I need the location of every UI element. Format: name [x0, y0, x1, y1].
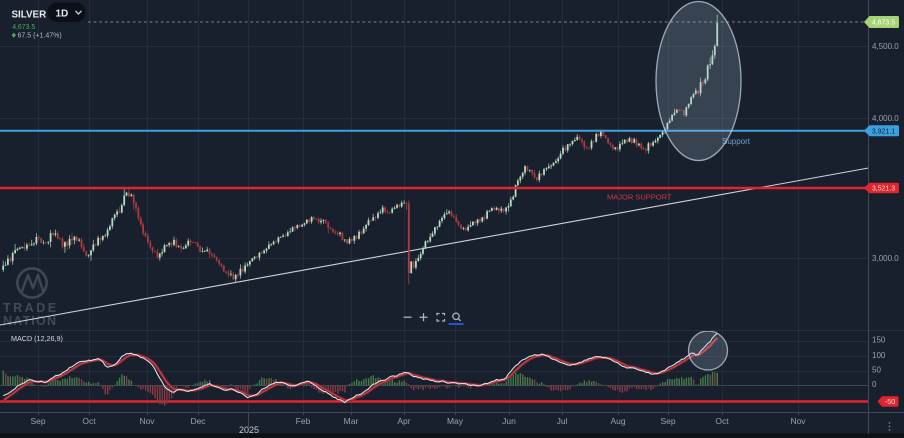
svg-text:0: 0 — [872, 380, 877, 389]
svg-text:3,921.1: 3,921.1 — [872, 128, 895, 135]
svg-text:50: 50 — [872, 366, 881, 375]
svg-text:MACD (12,26,9): MACD (12,26,9) — [11, 334, 63, 343]
svg-text:Apr: Apr — [397, 416, 410, 426]
svg-text:4,673.5: 4,673.5 — [872, 20, 895, 27]
svg-text:100: 100 — [872, 351, 886, 360]
svg-text:Mar: Mar — [344, 416, 359, 426]
svg-text:MAJOR SUPPORT: MAJOR SUPPORT — [607, 193, 672, 202]
svg-text:4,500.0: 4,500.0 — [872, 42, 899, 51]
svg-text:67.5 (+1.47%): 67.5 (+1.47%) — [18, 33, 62, 40]
svg-text:Jul: Jul — [557, 416, 568, 426]
svg-text:May: May — [447, 416, 464, 426]
svg-text:150: 150 — [872, 336, 886, 345]
svg-text:Sep: Sep — [30, 416, 45, 426]
svg-text:1D: 1D — [56, 9, 69, 20]
svg-text:Aug: Aug — [610, 416, 625, 426]
svg-text:Dec: Dec — [190, 416, 206, 426]
svg-text:Oct: Oct — [82, 416, 96, 426]
svg-text:SILVER: SILVER — [12, 10, 47, 21]
svg-text:Support: Support — [722, 137, 751, 146]
svg-text:4,000.0: 4,000.0 — [872, 114, 899, 123]
svg-text:4,673.5: 4,673.5 — [12, 24, 35, 31]
svg-text:Oct: Oct — [715, 416, 729, 426]
svg-text:Nov: Nov — [139, 416, 155, 426]
svg-text:Jun: Jun — [502, 416, 516, 426]
svg-text:-50: -50 — [885, 397, 895, 406]
svg-text:Sep: Sep — [660, 416, 675, 426]
svg-text:3,521.3: 3,521.3 — [872, 186, 895, 193]
svg-text:2025: 2025 — [239, 425, 259, 435]
svg-text:TRADE: TRADE — [3, 301, 59, 315]
svg-text:Nov: Nov — [790, 416, 806, 426]
svg-text:3,000.0: 3,000.0 — [872, 254, 899, 263]
svg-text:Feb: Feb — [296, 416, 311, 426]
